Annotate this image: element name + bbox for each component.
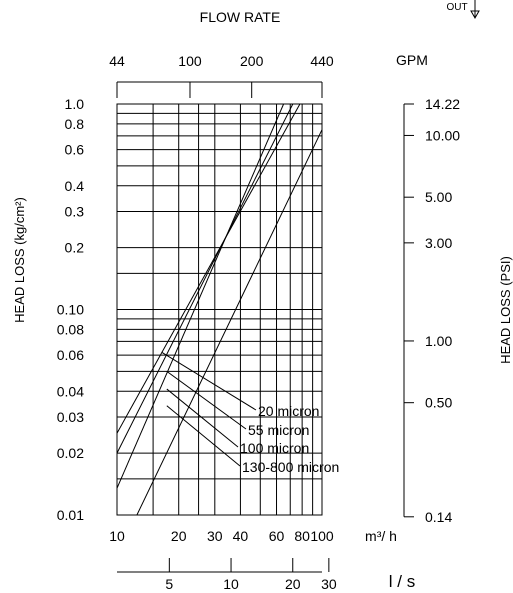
y-tick-label: 0.03 <box>57 409 84 425</box>
gpm-tick-label: 440 <box>310 53 334 69</box>
out-flow-icon: OUT <box>446 0 480 20</box>
psi-tick-label: 1.00 <box>425 333 452 349</box>
series-labels: 20 micron 55 micron 100 micron 130-800 micr… <box>161 351 339 475</box>
ls-tick-label: 5 <box>165 576 173 592</box>
gpm-axis-label: GPM <box>396 52 428 68</box>
series-label: 130-800 micron <box>242 459 339 475</box>
psi-tick-label: 10.00 <box>425 127 460 143</box>
series-line-130-800-micron <box>136 129 323 516</box>
y-tick-label: 0.6 <box>65 142 85 158</box>
psi-tick-label: 5.00 <box>425 189 452 205</box>
ls-tick-label: 30 <box>321 576 337 592</box>
y-axis-title-left: HEAD LOSS (kg/cm²) <box>12 197 27 323</box>
gpm-tick-label: 200 <box>240 53 264 69</box>
x-tick-label: 80 <box>294 528 310 544</box>
y-tick-label: 0.02 <box>57 445 84 461</box>
leader-line <box>161 351 257 411</box>
gpm-tick-label: 44 <box>109 53 125 69</box>
psi-tick-label: 3.00 <box>425 235 452 251</box>
psi-tick-label: 0.14 <box>425 509 452 525</box>
ls-tick-label: 10 <box>223 576 239 592</box>
gpm-tick-label: 100 <box>178 53 202 69</box>
x-axis-title-m3h: m³/ h <box>365 528 397 544</box>
leader-line <box>166 388 239 448</box>
y-tick-label: 0.4 <box>65 178 85 194</box>
y-tick-label: 0.01 <box>57 507 84 523</box>
y-tick-label: 0.10 <box>57 302 84 318</box>
x-tick-label: 20 <box>171 528 187 544</box>
series-line-55-micron <box>116 103 294 454</box>
y-tick-label: 0.3 <box>65 203 85 219</box>
y-tick-label: 1.0 <box>65 96 85 112</box>
series-label: 55 micron <box>248 422 309 438</box>
x-tick-label: 10 <box>109 528 125 544</box>
psi-axis-right: 14.22 10.00 5.00 3.00 1.00 0.50 0.14 <box>403 96 460 525</box>
x-axis-ls: 5 10 20 30 <box>117 558 337 592</box>
y-tick-label: 0.04 <box>57 383 84 399</box>
out-label: OUT <box>446 2 467 13</box>
plot-grid <box>116 103 323 516</box>
psi-tick-label: 0.50 <box>425 395 452 411</box>
x-axis-title-ls: l / s <box>389 572 415 591</box>
x-tick-label: 40 <box>233 528 249 544</box>
leader-line <box>166 370 247 430</box>
series-lines <box>116 103 323 516</box>
x-tick-label: 100 <box>310 528 334 544</box>
series-label: 100 micron <box>240 440 309 456</box>
y-tick-label: 0.8 <box>65 116 85 132</box>
gpm-axis: 44 100 200 440 <box>109 53 334 98</box>
leader-line <box>166 405 241 467</box>
x-tick-label: 30 <box>207 528 223 544</box>
y-tick-label: 0.08 <box>57 321 84 337</box>
y-tick-label: 0.2 <box>65 240 85 256</box>
psi-tick-label: 14.22 <box>425 96 460 112</box>
chart-title: FLOW RATE <box>200 9 281 25</box>
y-axis-left: 1.0 0.8 0.6 0.4 0.3 0.2 0.10 0.08 0.06 0.04 0.03 0.… <box>57 96 84 523</box>
x-tick-label: 60 <box>269 528 285 544</box>
series-line-20-micron <box>116 103 301 434</box>
y-axis-title-right: HEAD LOSS (PSI) <box>498 256 513 364</box>
y-tick-label: 0.06 <box>57 347 84 363</box>
x-axis-m3h: 10 20 30 40 60 80 100 <box>109 528 334 544</box>
series-line-100-micron <box>116 103 285 489</box>
ls-tick-label: 20 <box>285 576 301 592</box>
series-label: 20 micron <box>258 403 319 419</box>
